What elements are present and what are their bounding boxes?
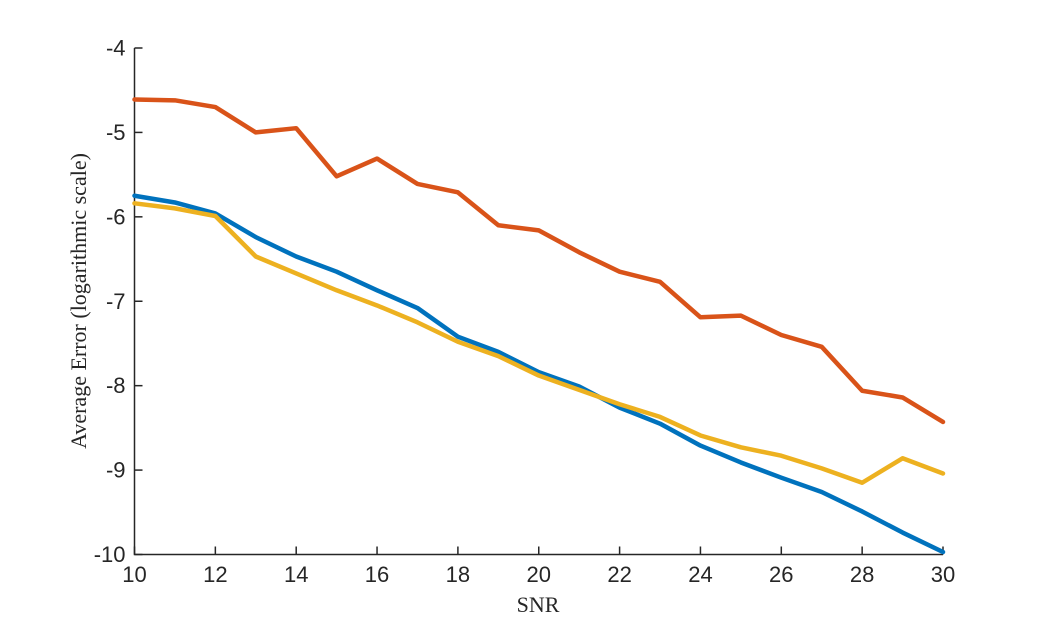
x-tick-label: 30 (931, 562, 955, 587)
x-tick-label: 24 (688, 562, 712, 587)
y-tick-label: -6 (106, 204, 126, 229)
y-tick-label: -4 (106, 36, 126, 61)
x-tick-label: 16 (365, 562, 389, 587)
blue-series-line (132, 193, 946, 555)
x-tick-label: 14 (284, 562, 308, 587)
axes-frame (133, 48, 943, 556)
series-group (132, 97, 946, 555)
y-tick-label: -10 (94, 542, 126, 567)
y-tick-label: -5 (106, 120, 126, 145)
x-tick-label: 12 (203, 562, 227, 587)
yellow-series-line (132, 201, 946, 485)
x-tick-label: 28 (850, 562, 874, 587)
x-tick-label: 18 (446, 562, 470, 587)
x-tick-label: 20 (527, 562, 551, 587)
y-tick-label: -9 (106, 458, 126, 483)
x-tick-label: 26 (769, 562, 793, 587)
x-tick-label: 10 (122, 562, 146, 587)
x-axis-label: SNR (517, 592, 560, 617)
axes-group: 10 12 14 16 18 20 22 24 26 28 30 -10 -9 -8 -7 -6 -5 -4 (94, 36, 956, 588)
orange-series-line (132, 97, 946, 425)
y-tick-label: -8 (106, 373, 126, 398)
x-tick-label: 22 (607, 562, 631, 587)
y-axis-label: Average Error (logarithmic scale) (66, 153, 91, 449)
y-tick-label: -7 (106, 289, 126, 314)
